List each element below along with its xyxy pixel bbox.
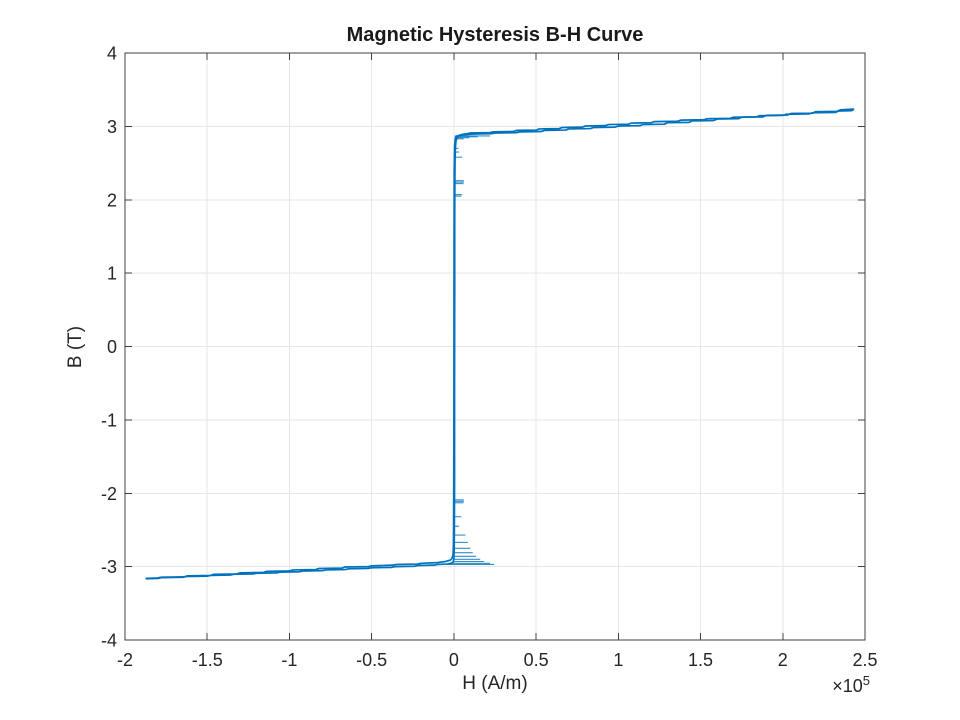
x-tick-label: -0.5 xyxy=(356,650,387,670)
multiplier-base: ×10 xyxy=(832,676,863,696)
y-tick-label: -1 xyxy=(101,410,117,430)
y-tick-label: 0 xyxy=(107,337,117,357)
x-tick-label: 2 xyxy=(778,650,788,670)
y-tick-label: 2 xyxy=(107,190,117,210)
x-tick-label: -1.5 xyxy=(192,650,223,670)
y-axis-label: B (T) xyxy=(65,325,86,369)
hysteresis-curve-ascending-branch xyxy=(145,108,855,580)
x-tick-label: 1.5 xyxy=(688,650,713,670)
x-tick-label: -1 xyxy=(281,650,297,670)
hysteresis-curve-descending-branch xyxy=(145,108,855,580)
x-tick-label: 1 xyxy=(613,650,623,670)
y-tick-label: -4 xyxy=(101,631,117,651)
x-axis-label: H (A/m) xyxy=(462,673,528,694)
y-tick-label: 3 xyxy=(107,117,117,137)
y-tick-label: -2 xyxy=(101,484,117,504)
x-tick-label: 0 xyxy=(449,650,459,670)
x-axis-exponent-multiplier: ×105 xyxy=(832,673,870,697)
multiplier-exponent: 5 xyxy=(862,673,870,688)
y-tick-label: 1 xyxy=(107,264,117,284)
x-tick-label: 2.5 xyxy=(852,650,877,670)
y-tick-label: 4 xyxy=(107,44,117,64)
chart-title: Magnetic Hysteresis B-H Curve xyxy=(346,24,644,46)
y-tick-label: -3 xyxy=(101,557,117,577)
x-tick-label: 0.5 xyxy=(524,650,549,670)
x-tick-label: -2 xyxy=(117,650,133,670)
